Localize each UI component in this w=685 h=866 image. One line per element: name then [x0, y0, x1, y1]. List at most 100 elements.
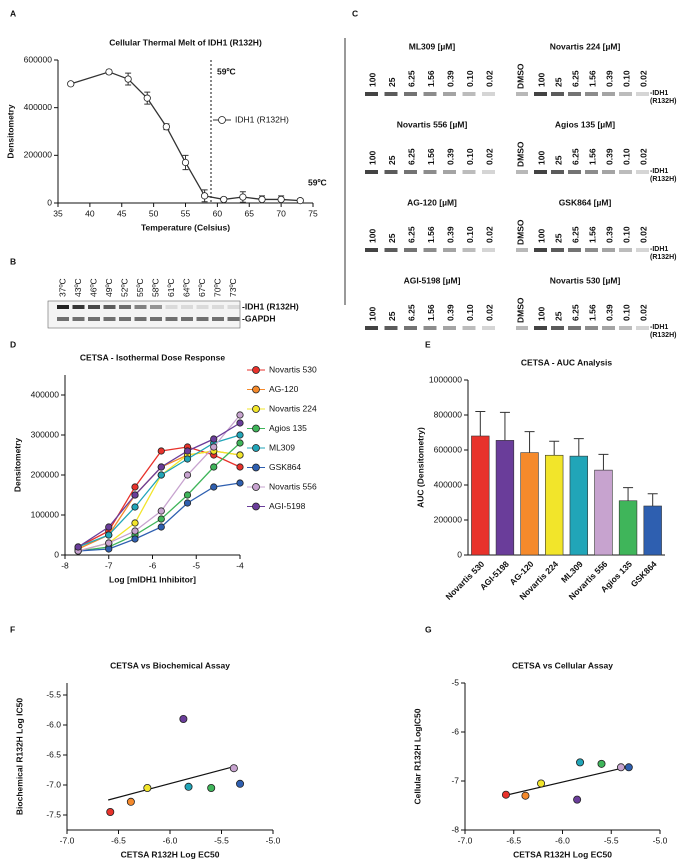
x-tick-label: -5.0	[266, 835, 281, 845]
lane-label: 25	[387, 77, 397, 87]
lane-label: 0.39	[445, 304, 455, 321]
error-bar	[549, 440, 560, 456]
y-tick-label: -6.0	[46, 719, 61, 729]
band	[57, 305, 69, 309]
y-tick-label: 0	[457, 549, 462, 559]
x-tick-label: 35	[53, 208, 63, 218]
error-bar	[524, 431, 535, 453]
error-bar	[647, 493, 658, 506]
data-point	[74, 543, 82, 551]
lane-label: 1.56	[587, 148, 597, 165]
y-tick-label: -8	[451, 824, 459, 834]
lane-label: 25	[553, 233, 563, 243]
legend-marker	[218, 116, 226, 124]
x-tick-label: -6.5	[506, 835, 521, 845]
lane-label: 6.25	[570, 304, 580, 321]
y-tick-label: 0	[54, 549, 59, 559]
x-tick-label: GSK864	[629, 559, 659, 589]
bar	[545, 454, 564, 556]
data-point	[124, 75, 132, 83]
band-label: -GAPDH	[242, 313, 276, 323]
band	[602, 326, 615, 330]
band	[443, 248, 456, 252]
data-point	[105, 539, 113, 547]
trend-line	[503, 766, 627, 797]
lane-label: 70ºC	[212, 278, 222, 297]
error-bar	[475, 411, 486, 436]
lane-label: 6.25	[570, 70, 580, 87]
band	[534, 248, 547, 252]
band	[534, 170, 547, 174]
data-point	[258, 195, 266, 204]
lane-label: 49ºC	[104, 278, 114, 297]
data-point	[501, 790, 510, 799]
band	[423, 170, 437, 174]
band	[602, 170, 615, 174]
lane-label: 6.25	[570, 148, 580, 165]
x-tick-label: 45	[117, 208, 127, 218]
lane-label: 64ºC	[181, 278, 191, 297]
band	[482, 170, 495, 174]
band-label: -IDH1 (R132H)	[650, 168, 677, 183]
data-point	[236, 431, 244, 439]
band	[482, 92, 495, 96]
band	[585, 248, 598, 252]
x-tick-label: 70	[276, 208, 286, 218]
y-tick-label: 400000	[31, 389, 60, 399]
data-point	[624, 763, 633, 772]
legend-marker	[252, 444, 260, 452]
band	[636, 170, 649, 174]
data-point	[131, 535, 139, 543]
annotation: 59ºC	[308, 177, 327, 187]
panel-label: B	[10, 256, 16, 266]
lane-label: 0.02	[638, 226, 648, 243]
y-axis-label: AUC (Densitometry)	[415, 427, 425, 508]
lane-label: 43ºC	[73, 278, 83, 297]
band	[103, 305, 116, 309]
data-point	[210, 483, 218, 491]
annotation: 59ºC	[217, 66, 236, 76]
lane-label: 1.56	[426, 304, 436, 321]
lane-label: 0.02	[638, 148, 648, 165]
data-point	[181, 158, 190, 167]
data-point	[131, 503, 139, 511]
y-tick-label: 800000	[434, 409, 463, 419]
lane-label: 0.02	[484, 304, 494, 321]
data-point	[236, 411, 244, 419]
band	[636, 326, 649, 330]
lane-label: 100	[536, 307, 546, 321]
band	[551, 92, 564, 96]
x-tick-label: -6.5	[111, 835, 126, 845]
y-tick-label: -7.5	[46, 809, 61, 819]
legend-marker	[252, 463, 260, 472]
legend-label: ML309	[269, 442, 295, 452]
blot-title: Novartis 224 [µM]	[550, 41, 621, 51]
y-tick-label: 300000	[31, 429, 60, 439]
legend-label: Agios 135	[269, 423, 307, 433]
error-bar	[573, 438, 584, 457]
band	[196, 317, 209, 321]
data-point	[126, 797, 135, 806]
data-point	[220, 195, 228, 204]
bar	[520, 452, 539, 556]
band	[384, 326, 398, 330]
lane-label: 52ºC	[119, 278, 129, 297]
lane-label: 25	[387, 155, 397, 165]
data-point	[183, 471, 192, 479]
lane-label: 46ºC	[88, 278, 98, 297]
bar	[471, 435, 490, 556]
bar	[495, 440, 515, 556]
data-point	[131, 491, 139, 499]
data-point	[201, 192, 209, 200]
band	[88, 317, 100, 321]
legend-marker	[252, 405, 260, 413]
band	[568, 248, 581, 252]
band	[150, 305, 162, 309]
x-tick-label: -6	[149, 560, 157, 570]
y-tick-label: 200000	[24, 150, 53, 160]
legend-label: Novartis 530	[269, 364, 317, 374]
data-point	[210, 443, 218, 451]
lane-label: 6.25	[570, 226, 580, 243]
x-tick-label: -7	[105, 560, 113, 570]
data-point	[67, 80, 75, 88]
